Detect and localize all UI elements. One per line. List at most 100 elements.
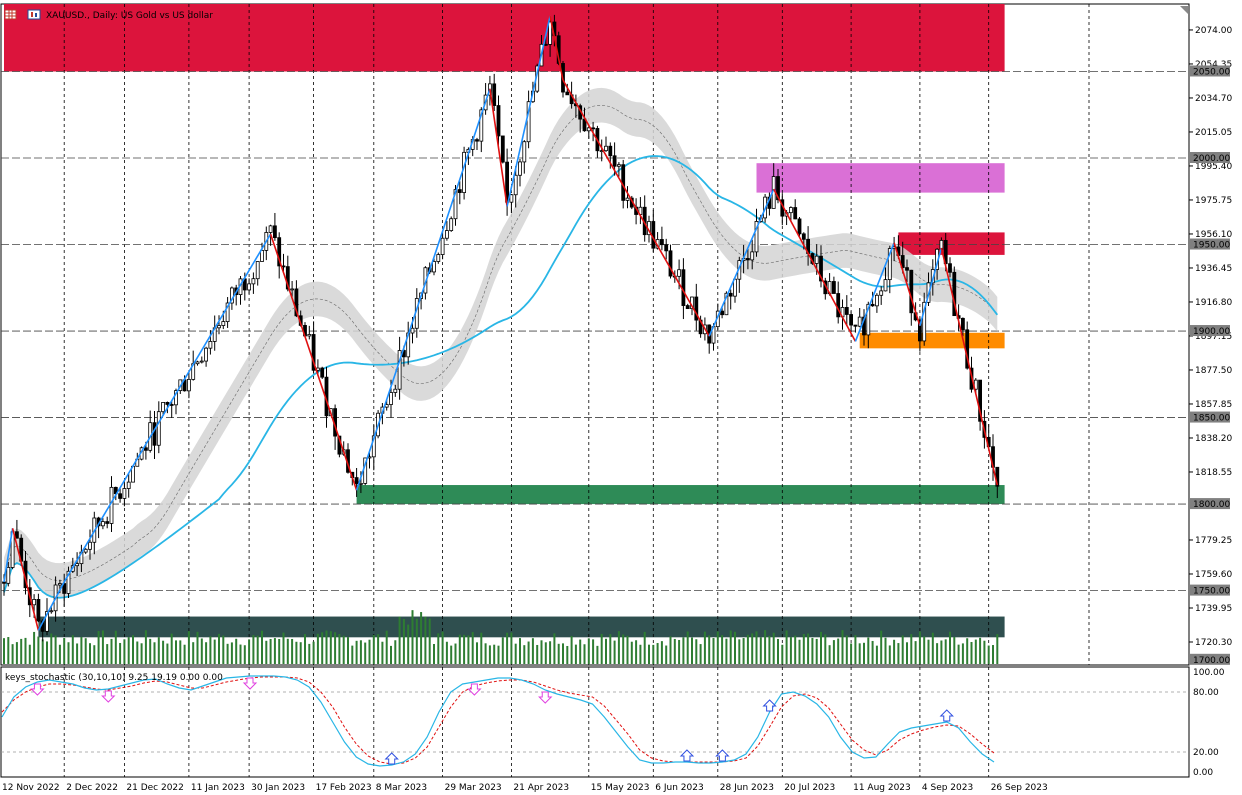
volume-bar: [888, 645, 891, 664]
buy-arrow-icon: [939, 709, 954, 722]
volume-bar: [273, 638, 276, 664]
volume-bar: [918, 631, 921, 664]
candle-body: [75, 563, 79, 567]
time-label: 20 Jul 2023: [784, 783, 835, 793]
scroll-marker-icon[interactable]: [1180, 6, 1188, 14]
volume-bar: [940, 640, 943, 664]
volume-bar: [544, 642, 547, 664]
volume-bar: [820, 631, 822, 664]
volume-bar: [3, 638, 5, 664]
candle-body: [143, 447, 148, 451]
volume-bar: [334, 632, 337, 664]
volume-bar: [248, 639, 251, 664]
volume-bar: [562, 643, 564, 664]
buy-arrow-icon: [762, 699, 777, 712]
volume-bar: [613, 640, 616, 664]
zigzag-segment: [940, 247, 999, 486]
chart-window-icon[interactable]: [27, 9, 41, 20]
candle-body: [88, 541, 92, 550]
volume-bar: [703, 631, 706, 664]
time-label: 8 Mar 2023: [376, 783, 427, 793]
candle-body: [221, 321, 226, 326]
volume-bar: [691, 637, 693, 664]
candle-body: [776, 176, 780, 201]
sell-arrow-icon: [538, 691, 553, 704]
candle-body: [905, 267, 909, 271]
price-label: 2015.05: [1195, 128, 1232, 138]
volume-bar: [222, 635, 225, 664]
volume-bar: [175, 640, 177, 664]
volume-bar: [553, 633, 556, 664]
volume-bar: [798, 639, 801, 664]
volume-bar: [759, 637, 762, 664]
indicator-panel-frame: [0, 666, 1190, 778]
volume-bar: [282, 632, 285, 664]
candle-body: [978, 379, 982, 422]
volume-bar: [609, 634, 612, 664]
level-badge: [1190, 65, 1230, 77]
volume-bar: [987, 645, 990, 664]
volume-bar: [936, 643, 939, 664]
volume-bar: [347, 637, 349, 664]
volume-bar: [394, 640, 397, 664]
volume-bar: [325, 630, 328, 664]
level-badge-label: 1850.00: [1193, 414, 1230, 424]
volume-bar: [351, 645, 354, 664]
candle-body: [436, 254, 441, 262]
volume-bar: [914, 641, 917, 664]
volume-bar: [166, 643, 169, 664]
volume-bar: [493, 644, 496, 664]
candle-body: [801, 233, 806, 240]
volume-bar: [342, 635, 345, 664]
sell-arrow-icon: [242, 677, 258, 690]
zigzag-segment: [549, 15, 564, 81]
candle-body: [660, 239, 664, 246]
volume-bar: [368, 639, 371, 664]
volume-bar: [316, 633, 319, 664]
candle-body: [750, 251, 755, 261]
level-badge: [1190, 238, 1230, 250]
candle-body: [36, 599, 41, 622]
moving-average-line: [3, 155, 999, 599]
zigzag-segment: [893, 242, 921, 327]
volume-bar: [170, 633, 173, 664]
candle-body: [152, 422, 157, 446]
grid-icon[interactable]: [4, 9, 17, 20]
price-label: 1897.15: [1195, 332, 1232, 342]
volume-bar: [123, 639, 126, 664]
volume-bar: [596, 645, 599, 664]
volume-bar: [24, 637, 27, 664]
price-label: 1838.20: [1195, 434, 1232, 444]
candle-body: [393, 388, 398, 393]
zigzag-segment: [269, 233, 358, 491]
candle-body: [836, 293, 841, 318]
candle-body: [728, 292, 733, 297]
volume-bar: [531, 638, 534, 664]
volume-bar: [252, 635, 255, 664]
volume-bar: [476, 642, 478, 664]
candle-body: [918, 319, 922, 342]
level-badge: [1190, 325, 1230, 337]
time-label: 17 Feb 2023: [316, 783, 372, 793]
candle-body: [522, 141, 527, 163]
volume-bar: [28, 644, 31, 664]
candle-body: [161, 402, 166, 413]
candle-body: [565, 91, 570, 96]
candle-body: [789, 207, 793, 214]
volume-bar: [484, 643, 487, 664]
zigzag-segment: [562, 79, 710, 337]
candle-body: [208, 341, 213, 349]
sell-arrow-icon: [30, 683, 45, 696]
candle-body: [866, 303, 871, 336]
zigzag-segment: [3, 528, 14, 583]
volume-bar: [574, 644, 577, 664]
candle-body: [961, 317, 965, 331]
volume-bar: [76, 643, 79, 664]
candle-body: [126, 481, 131, 489]
candle-body: [604, 145, 608, 152]
volume-bar: [97, 630, 100, 664]
candle-body: [440, 237, 445, 255]
volume-bar: [566, 645, 569, 664]
stoch-axis-label: 20.00: [1193, 748, 1219, 758]
